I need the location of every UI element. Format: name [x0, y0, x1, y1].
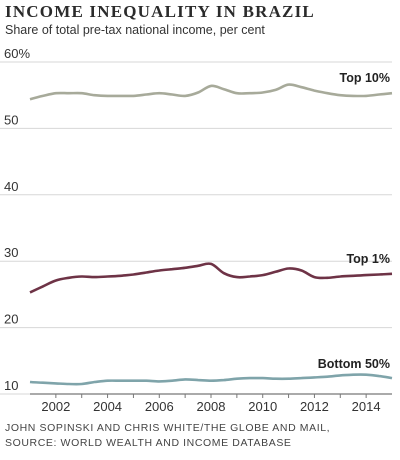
line-chart: 10 20 30 40 50 60% 2002 2004 2006 2008 2010 2012 20…: [0, 46, 393, 414]
y-tick-label-20: 20: [4, 312, 18, 327]
x-tick-label-2006: 2006: [145, 399, 174, 414]
series-label-top-1: Top 1%: [346, 252, 390, 266]
x-tick-label-2004: 2004: [93, 399, 122, 414]
x-tick-label-2002: 2002: [41, 399, 70, 414]
chart-subtitle: Share of total pre-tax national income, …: [5, 23, 265, 37]
series-line-bottom-50: [29, 373, 393, 386]
y-tick-label-50: 50: [4, 112, 18, 127]
y-tick-label-40: 40: [4, 179, 18, 194]
x-tick-label-2008: 2008: [197, 399, 226, 414]
chart-title: INCOME INEQUALITY IN BRAZIL: [5, 2, 315, 21]
x-tick-label-2014: 2014: [352, 399, 381, 414]
series-line-top-1: [29, 262, 393, 294]
source-credit: JOHN SOPINSKI AND CHRIS WHITE/THE GLOBE …: [5, 422, 331, 434]
series-label-bottom-50: Bottom 50%: [318, 357, 390, 371]
y-tick-label-60: 60%: [4, 46, 30, 61]
series-line-top-10: [29, 83, 393, 101]
source-database: SOURCE: WORLD WEALTH AND INCOME DATABASE: [5, 437, 292, 449]
y-tick-label-30: 30: [4, 245, 18, 260]
x-tick-label-2010: 2010: [248, 399, 277, 414]
series-label-top-10: Top 10%: [340, 71, 390, 85]
x-tick-label-2012: 2012: [300, 399, 329, 414]
y-tick-label-10: 10: [4, 378, 18, 393]
